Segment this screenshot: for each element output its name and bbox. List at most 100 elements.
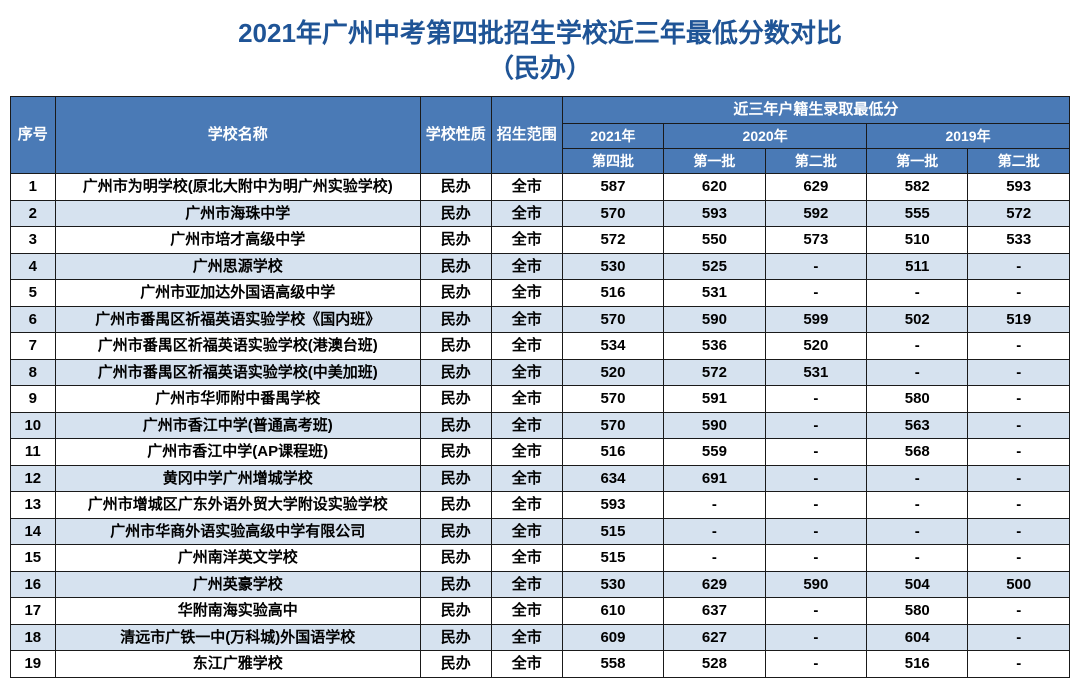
cell-name: 广州市番禺区祈福英语实验学校(港澳台班)	[55, 333, 420, 360]
cell-2020-b1: 550	[664, 227, 765, 254]
cell-2021-b4: 534	[562, 333, 663, 360]
cell-2019-b1: -	[867, 492, 968, 519]
cell-2019-b1: 568	[867, 439, 968, 466]
cell-2019-b2: -	[968, 598, 1070, 625]
cell-idx: 4	[11, 253, 56, 280]
cell-2019-b2: -	[968, 333, 1070, 360]
cell-idx: 8	[11, 359, 56, 386]
cell-2020-b2: -	[765, 439, 866, 466]
cell-2020-b2: 599	[765, 306, 866, 333]
cell-name: 清远市广铁一中(万科城)外国语学校	[55, 624, 420, 651]
cell-2020-b1: 536	[664, 333, 765, 360]
cell-name: 黄冈中学广州增城学校	[55, 465, 420, 492]
table-container: 2021年广州中考第四批招生学校近三年最低分数对比 （民办） 序号 学校名称 学…	[10, 10, 1070, 678]
cell-2020-b1: 572	[664, 359, 765, 386]
table-row: 14广州市华商外语实验高级中学有限公司民办全市515----	[11, 518, 1070, 545]
cell-idx: 16	[11, 571, 56, 598]
cell-scope: 全市	[491, 492, 562, 519]
cell-scope: 全市	[491, 518, 562, 545]
cell-2020-b1: 525	[664, 253, 765, 280]
cell-idx: 5	[11, 280, 56, 307]
cell-type: 民办	[420, 545, 491, 572]
cell-type: 民办	[420, 598, 491, 625]
cell-2021-b4: 570	[562, 200, 663, 227]
cell-2021-b4: 515	[562, 545, 663, 572]
table-row: 8广州市番禺区祈福英语实验学校(中美加班)民办全市520572531--	[11, 359, 1070, 386]
cell-2020-b1: 590	[664, 306, 765, 333]
cell-2020-b1: 637	[664, 598, 765, 625]
cell-type: 民办	[420, 492, 491, 519]
cell-scope: 全市	[491, 253, 562, 280]
cell-scope: 全市	[491, 412, 562, 439]
cell-type: 民办	[420, 465, 491, 492]
table-row: 7广州市番禺区祈福英语实验学校(港澳台班)民办全市534536520--	[11, 333, 1070, 360]
cell-scope: 全市	[491, 280, 562, 307]
cell-idx: 1	[11, 174, 56, 201]
cell-2019-b2: -	[968, 465, 1070, 492]
cell-type: 民办	[420, 200, 491, 227]
col-2020-b2: 第二批	[765, 148, 866, 173]
cell-2019-b1: -	[867, 333, 968, 360]
table-row: 16广州英豪学校民办全市530629590504500	[11, 571, 1070, 598]
cell-2021-b4: 570	[562, 412, 663, 439]
cell-name: 广州市番禺区祈福英语实验学校《国内班》	[55, 306, 420, 333]
table-row: 15广州南洋英文学校民办全市515----	[11, 545, 1070, 572]
scores-table: 序号 学校名称 学校性质 招生范围 近三年户籍生录取最低分 2021年 2020…	[10, 96, 1070, 677]
cell-idx: 10	[11, 412, 56, 439]
cell-idx: 12	[11, 465, 56, 492]
cell-type: 民办	[420, 306, 491, 333]
cell-type: 民办	[420, 174, 491, 201]
cell-type: 民办	[420, 571, 491, 598]
table-row: 4广州思源学校民办全市530525-511-	[11, 253, 1070, 280]
table-row: 10广州市香江中学(普通高考班)民办全市570590-563-	[11, 412, 1070, 439]
cell-2020-b2: -	[765, 253, 866, 280]
cell-2020-b2: -	[765, 492, 866, 519]
cell-scope: 全市	[491, 598, 562, 625]
cell-2019-b1: 510	[867, 227, 968, 254]
cell-2019-b2: -	[968, 545, 1070, 572]
cell-2019-b2: 593	[968, 174, 1070, 201]
cell-scope: 全市	[491, 333, 562, 360]
col-2021: 2021年	[562, 123, 663, 148]
table-row: 3广州市培才高级中学民办全市572550573510533	[11, 227, 1070, 254]
cell-2019-b1: 502	[867, 306, 968, 333]
table-row: 1广州市为明学校(原北大附中为明广州实验学校)民办全市5876206295825…	[11, 174, 1070, 201]
cell-2020-b2: -	[765, 386, 866, 413]
cell-name: 广州市香江中学(普通高考班)	[55, 412, 420, 439]
cell-name: 广州市海珠中学	[55, 200, 420, 227]
cell-2019-b1: -	[867, 465, 968, 492]
cell-2021-b4: 593	[562, 492, 663, 519]
cell-2019-b2: 500	[968, 571, 1070, 598]
cell-idx: 9	[11, 386, 56, 413]
cell-type: 民办	[420, 439, 491, 466]
cell-2019-b2: -	[968, 439, 1070, 466]
cell-2019-b2: -	[968, 280, 1070, 307]
cell-2020-b2: -	[765, 624, 866, 651]
cell-2021-b4: 530	[562, 571, 663, 598]
cell-scope: 全市	[491, 545, 562, 572]
cell-2019-b2: -	[968, 518, 1070, 545]
cell-2019-b1: 555	[867, 200, 968, 227]
table-header: 序号 学校名称 学校性质 招生范围 近三年户籍生录取最低分 2021年 2020…	[11, 97, 1070, 174]
cell-name: 广州市培才高级中学	[55, 227, 420, 254]
cell-2020-b2: -	[765, 545, 866, 572]
cell-scope: 全市	[491, 306, 562, 333]
cell-2020-b2: -	[765, 280, 866, 307]
cell-idx: 2	[11, 200, 56, 227]
col-2019-b1: 第一批	[867, 148, 968, 173]
cell-2019-b2: -	[968, 253, 1070, 280]
cell-idx: 11	[11, 439, 56, 466]
cell-2019-b2: 572	[968, 200, 1070, 227]
cell-2020-b1: -	[664, 518, 765, 545]
cell-type: 民办	[420, 359, 491, 386]
col-2019-b2: 第二批	[968, 148, 1070, 173]
cell-2020-b2: 531	[765, 359, 866, 386]
cell-2021-b4: 570	[562, 386, 663, 413]
table-row: 11广州市香江中学(AP课程班)民办全市516559-568-	[11, 439, 1070, 466]
cell-name: 广州市为明学校(原北大附中为明广州实验学校)	[55, 174, 420, 201]
cell-2021-b4: 570	[562, 306, 663, 333]
cell-2020-b1: 590	[664, 412, 765, 439]
title-line1: 2021年广州中考第四批招生学校近三年最低分数对比	[238, 18, 842, 48]
cell-2020-b2: 629	[765, 174, 866, 201]
cell-type: 民办	[420, 333, 491, 360]
